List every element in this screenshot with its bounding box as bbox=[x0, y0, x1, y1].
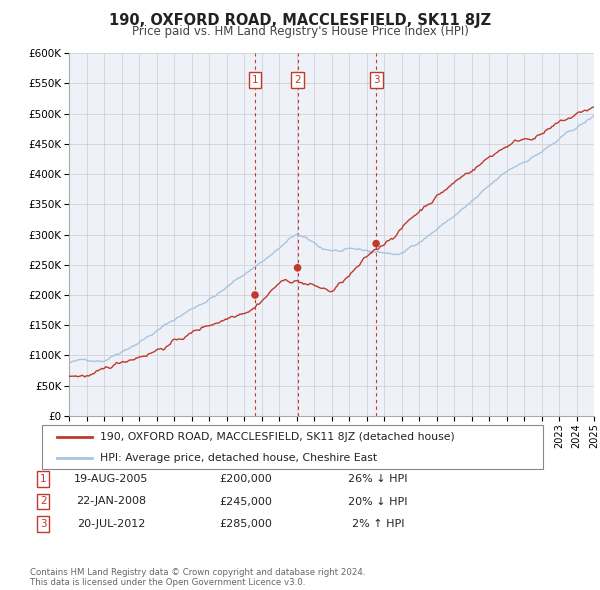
Text: 3: 3 bbox=[373, 76, 379, 86]
Text: £285,000: £285,000 bbox=[220, 519, 272, 529]
Text: 20% ↓ HPI: 20% ↓ HPI bbox=[348, 497, 408, 506]
Text: £200,000: £200,000 bbox=[220, 474, 272, 484]
Text: 190, OXFORD ROAD, MACCLESFIELD, SK11 8JZ: 190, OXFORD ROAD, MACCLESFIELD, SK11 8JZ bbox=[109, 13, 491, 28]
Text: 2: 2 bbox=[294, 76, 301, 86]
Point bbox=[371, 239, 381, 248]
Point bbox=[293, 263, 302, 273]
FancyBboxPatch shape bbox=[42, 425, 543, 469]
Text: 19-AUG-2005: 19-AUG-2005 bbox=[74, 474, 148, 484]
Text: £245,000: £245,000 bbox=[220, 497, 272, 506]
Text: 2: 2 bbox=[40, 497, 47, 506]
Text: 3: 3 bbox=[40, 519, 47, 529]
Text: 1: 1 bbox=[40, 474, 47, 484]
Text: 2% ↑ HPI: 2% ↑ HPI bbox=[352, 519, 404, 529]
Text: 26% ↓ HPI: 26% ↓ HPI bbox=[348, 474, 408, 484]
Text: Contains HM Land Registry data © Crown copyright and database right 2024.
This d: Contains HM Land Registry data © Crown c… bbox=[30, 568, 365, 587]
Text: HPI: Average price, detached house, Cheshire East: HPI: Average price, detached house, Ches… bbox=[100, 453, 377, 463]
Point bbox=[250, 290, 260, 300]
Text: 190, OXFORD ROAD, MACCLESFIELD, SK11 8JZ (detached house): 190, OXFORD ROAD, MACCLESFIELD, SK11 8JZ… bbox=[100, 432, 454, 442]
Text: 22-JAN-2008: 22-JAN-2008 bbox=[76, 497, 146, 506]
Text: 1: 1 bbox=[252, 76, 259, 86]
Text: 20-JUL-2012: 20-JUL-2012 bbox=[77, 519, 145, 529]
Text: Price paid vs. HM Land Registry's House Price Index (HPI): Price paid vs. HM Land Registry's House … bbox=[131, 25, 469, 38]
